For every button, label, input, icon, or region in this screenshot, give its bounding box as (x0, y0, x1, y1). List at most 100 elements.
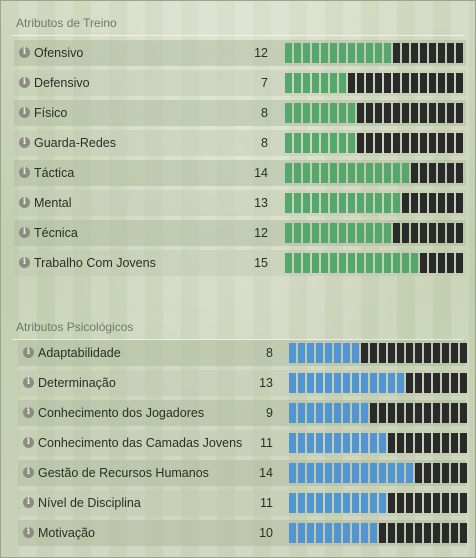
info-icon[interactable]: i (19, 47, 30, 58)
rating-segment-empty (393, 103, 400, 123)
info-icon[interactable]: i (23, 467, 34, 478)
rating-segment-filled (352, 373, 359, 393)
rating-segment-empty (447, 43, 454, 63)
rating-segment-filled (348, 253, 355, 273)
rating-segment-filled (307, 493, 314, 513)
attribute-row[interactable]: i Conhecimento dos Jogadores 9 (18, 400, 467, 426)
rating-segment-empty (348, 73, 355, 93)
rating-segment-empty (402, 193, 409, 213)
rating-segment-empty (438, 103, 445, 123)
rating-segment-empty (460, 373, 467, 393)
rating-segment-filled (339, 43, 346, 63)
rating-segment-empty (406, 523, 413, 543)
rating-segment-filled (294, 163, 301, 183)
rating-segment-empty (460, 493, 467, 513)
rating-segment-filled (303, 253, 310, 273)
rating-segment-filled (379, 373, 386, 393)
rating-segment-filled (375, 43, 382, 63)
rating-segment-filled (343, 403, 350, 423)
attribute-value: 8 (261, 106, 268, 120)
rating-segment-filled (366, 163, 373, 183)
rating-segment-filled (384, 253, 391, 273)
attribute-row[interactable]: i Físico 8 (14, 100, 466, 126)
attribute-rating-bar (285, 253, 463, 273)
rating-segment-filled (298, 493, 305, 513)
info-icon[interactable]: i (19, 137, 30, 148)
rating-segment-filled (321, 103, 328, 123)
psychological-attributes-panel: Atributos Psicológicos i Adaptabilidade 8 i… (6, 311, 470, 551)
rating-segment-filled (321, 193, 328, 213)
info-icon[interactable]: i (23, 497, 34, 508)
attribute-row[interactable]: i Nível de Disciplina 11 (18, 490, 467, 516)
attribute-rating-bar (289, 493, 467, 513)
info-icon[interactable]: i (19, 257, 30, 268)
info-icon[interactable]: i (19, 77, 30, 88)
info-icon[interactable]: i (19, 227, 30, 238)
rating-segment-filled (357, 223, 364, 243)
rating-segment-filled (375, 193, 382, 213)
info-icon[interactable]: i (23, 527, 34, 538)
info-icon[interactable]: i (23, 407, 34, 418)
attribute-label: Motivação (38, 526, 95, 540)
info-icon[interactable]: i (19, 107, 30, 118)
rating-segment-filled (325, 403, 332, 423)
rating-segment-empty (411, 73, 418, 93)
attribute-label: Conhecimento das Camadas Jovens (38, 436, 243, 450)
info-icon[interactable]: i (19, 167, 30, 178)
attribute-row[interactable]: i Ofensivo 12 (14, 40, 466, 66)
attribute-row[interactable]: i Mental 13 (14, 190, 466, 216)
rating-segment-filled (384, 163, 391, 183)
attribute-row[interactable]: i Táctica 14 (14, 160, 466, 186)
attribute-row[interactable]: i Guarda-Redes 8 (14, 130, 466, 156)
rating-segment-filled (361, 373, 368, 393)
rating-segment-empty (451, 463, 458, 483)
rating-segment-empty (451, 433, 458, 453)
rating-segment-empty (420, 223, 427, 243)
rating-segment-empty (424, 523, 431, 543)
info-icon[interactable]: i (23, 347, 34, 358)
rating-segment-empty (429, 103, 436, 123)
rating-segment-filled (285, 223, 292, 243)
info-icon[interactable]: i (19, 197, 30, 208)
rating-segment-empty (438, 193, 445, 213)
rating-segment-filled (298, 343, 305, 363)
attribute-value: 13 (259, 376, 273, 390)
rating-segment-empty (424, 433, 431, 453)
attribute-row[interactable]: i Conhecimento das Camadas Jovens 11 (18, 430, 467, 456)
rating-segment-filled (303, 43, 310, 63)
rating-segment-empty (388, 403, 395, 423)
rating-segment-empty (429, 73, 436, 93)
rating-segment-filled (303, 193, 310, 213)
rating-segment-filled (325, 433, 332, 453)
rating-segment-empty (415, 343, 422, 363)
attribute-row[interactable]: i Adaptabilidade 8 (18, 340, 467, 366)
rating-segment-empty (384, 133, 391, 153)
attribute-label: Conhecimento dos Jogadores (38, 406, 205, 420)
rating-segment-filled (330, 223, 337, 243)
rating-segment-empty (415, 463, 422, 483)
attribute-row[interactable]: i Defensivo 7 (14, 70, 466, 96)
info-icon[interactable]: i (23, 377, 34, 388)
attribute-row[interactable]: i Trabalho Com Jovens 15 (14, 250, 466, 276)
attribute-label: Determinação (38, 376, 116, 390)
attribute-rating-bar (285, 223, 463, 243)
rating-segment-empty (456, 253, 463, 273)
rating-segment-filled (316, 403, 323, 423)
attribute-row[interactable]: i Gestão de Recursos Humanos 14 (18, 460, 467, 486)
info-icon[interactable]: i (23, 437, 34, 448)
attribute-row[interactable]: i Determinação 13 (18, 370, 467, 396)
rating-segment-filled (361, 523, 368, 543)
rating-segment-empty (438, 43, 445, 63)
rating-segment-filled (294, 43, 301, 63)
attribute-rating-bar (285, 163, 463, 183)
rating-segment-filled (339, 253, 346, 273)
attribute-label: Defensivo (34, 76, 90, 90)
rating-segment-empty (420, 103, 427, 123)
attribute-label: Trabalho Com Jovens (34, 256, 156, 270)
rating-segment-filled (325, 523, 332, 543)
attribute-row[interactable]: i Técnica 12 (14, 220, 466, 246)
attribute-row[interactable]: i Motivação 10 (18, 520, 467, 546)
rating-segment-empty (456, 223, 463, 243)
attribute-value: 10 (259, 526, 273, 540)
